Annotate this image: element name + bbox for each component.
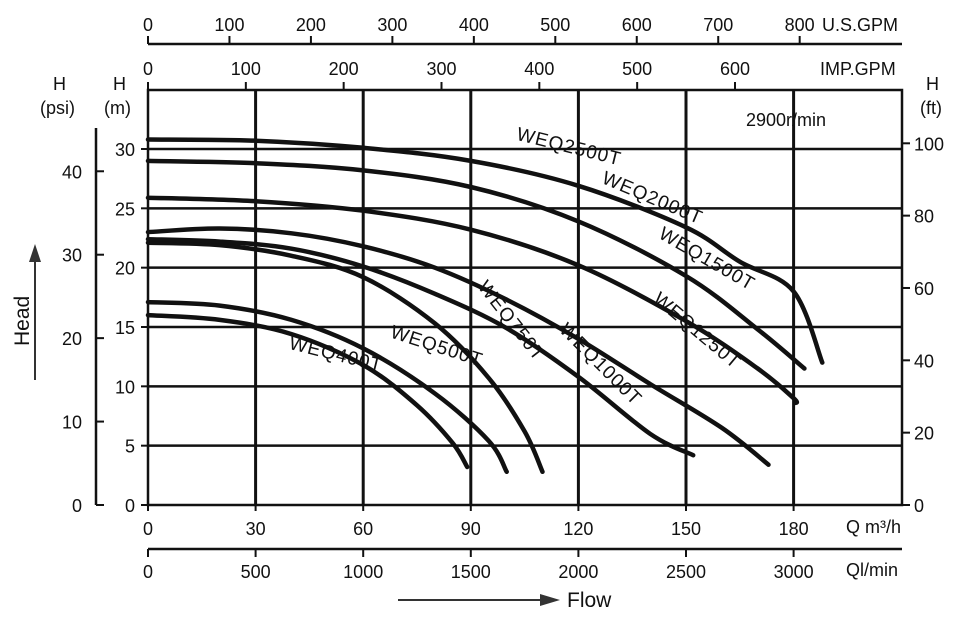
psi-tick-label: 40 xyxy=(62,162,82,182)
curve-label: WEQ1500T xyxy=(655,223,758,295)
ft-axis-header-unit: (ft) xyxy=(920,98,942,118)
curve-weq750t xyxy=(145,240,545,475)
x-tick-label: 150 xyxy=(671,519,701,539)
x-tick-label: 120 xyxy=(563,519,593,539)
m-tick-label: 5 xyxy=(125,437,135,457)
plot-frame xyxy=(146,88,904,507)
impgpm-tick-label: 0 xyxy=(143,59,153,79)
usgpm-tick-label: 600 xyxy=(622,15,652,35)
lmin-tick-label: 2500 xyxy=(666,562,706,582)
ft-tick-label: 60 xyxy=(914,279,934,299)
curve-weq1250t xyxy=(145,226,771,467)
usgpm-unit-label: U.S.GPM xyxy=(822,15,898,35)
usgpm-tick-label: 400 xyxy=(459,15,489,35)
m-tick-label: 30 xyxy=(115,140,135,160)
impgpm-tick-label: 300 xyxy=(426,59,456,79)
lmin-unit-label: Ql/min xyxy=(846,560,898,580)
impgpm-tick-label: 600 xyxy=(720,59,750,79)
curve-weq1000t xyxy=(145,236,696,458)
usgpm-tick-label: 200 xyxy=(296,15,326,35)
psi-tick-label: 0 xyxy=(72,496,82,516)
curve-weq500t xyxy=(145,299,509,475)
impgpm-tick-label: 400 xyxy=(524,59,554,79)
lmin-tick-label: 1000 xyxy=(343,562,383,582)
y-axis-title: Head xyxy=(11,296,34,346)
impgpm-tick-label: 200 xyxy=(329,59,359,79)
curve-weq1500t xyxy=(145,195,800,406)
curve-label: WEQ400T xyxy=(287,333,385,377)
ft-tick-label: 0 xyxy=(914,496,924,516)
curve-weq2500t xyxy=(145,137,825,365)
usgpm-tick-label: 500 xyxy=(540,15,570,35)
impgpm-unit-label: IMP.GPM xyxy=(820,59,896,79)
curve-label: WEQ2500T xyxy=(514,124,623,170)
curve-weq400t xyxy=(145,312,470,470)
x-axis-title: Flow xyxy=(567,589,612,612)
psi-tick-label: 20 xyxy=(62,329,82,349)
curve-label: WEQ1250T xyxy=(649,289,745,374)
m3h-unit-label: Q m³/h xyxy=(846,517,901,537)
usgpm-tick-label: 0 xyxy=(143,15,153,35)
m-axis-header-unit: (m) xyxy=(104,98,131,118)
m-tick-label: 20 xyxy=(115,259,135,279)
m-axis-header-h: H xyxy=(113,74,126,94)
grid xyxy=(148,90,902,505)
lmin-tick-label: 2000 xyxy=(558,562,598,582)
curve-weq2000t xyxy=(145,158,807,371)
x-tick-label: 60 xyxy=(353,519,373,539)
lmin-tick-label: 3000 xyxy=(774,562,814,582)
impgpm-tick-label: 100 xyxy=(231,59,261,79)
lmin-tick-label: 0 xyxy=(143,562,153,582)
psi-axis-header-unit: (psi) xyxy=(40,98,75,118)
ft-tick-label: 40 xyxy=(914,351,934,371)
usgpm-tick-label: 100 xyxy=(214,15,244,35)
speed-label: 2900r/min xyxy=(746,110,826,130)
usgpm-tick-label: 300 xyxy=(377,15,407,35)
flow-arrow-head xyxy=(540,594,560,606)
m-tick-label: 10 xyxy=(115,377,135,397)
usgpm-tick-label: 800 xyxy=(785,15,815,35)
psi-tick-label: 10 xyxy=(62,413,82,433)
psi-axis-header-h: H xyxy=(53,74,66,94)
ft-axis-header-h: H xyxy=(926,74,939,94)
head-arrow-head xyxy=(29,244,41,262)
ft-tick-label: 80 xyxy=(914,207,934,227)
ft-tick-label: 100 xyxy=(914,134,944,154)
psi-tick-label: 30 xyxy=(62,246,82,266)
lmin-tick-label: 500 xyxy=(241,562,271,582)
x-tick-label: 90 xyxy=(461,519,481,539)
m-tick-label: 15 xyxy=(115,318,135,338)
m-tick-label: 0 xyxy=(125,496,135,516)
lmin-tick-label: 1500 xyxy=(451,562,491,582)
m-tick-label: 25 xyxy=(115,199,135,219)
x-tick-label: 0 xyxy=(143,519,153,539)
x-tick-label: 180 xyxy=(779,519,809,539)
impgpm-tick-label: 500 xyxy=(622,59,652,79)
x-tick-label: 30 xyxy=(246,519,266,539)
ft-tick-label: 20 xyxy=(914,424,934,444)
usgpm-tick-label: 700 xyxy=(703,15,733,35)
